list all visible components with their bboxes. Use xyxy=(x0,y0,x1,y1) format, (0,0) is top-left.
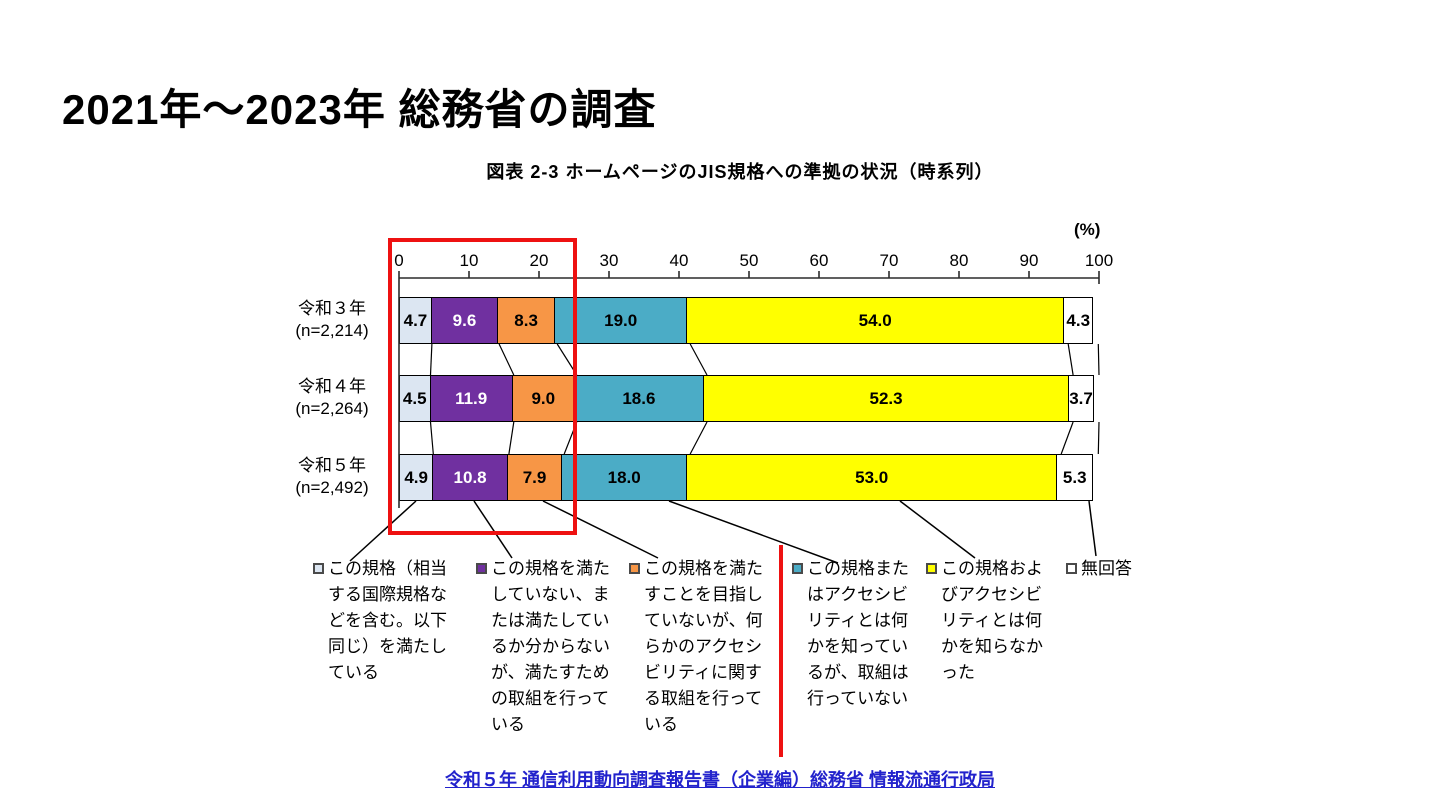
legend-item: この規格を満た すことを目指し ていないが、何 らかのアクセシ ビリティに関す … xyxy=(629,556,763,738)
bar-segment: 7.9 xyxy=(506,454,563,501)
bar-segment: 8.3 xyxy=(497,297,556,344)
x-tick-label: 70 xyxy=(879,251,899,270)
category-year: 令和３年 xyxy=(298,299,366,318)
bar-value-label: 18.0 xyxy=(607,467,641,487)
page-title: 2021年～2023年 総務省の調査 xyxy=(62,86,657,133)
x-tick-label: 40 xyxy=(669,251,689,270)
x-tick-label: 0 xyxy=(394,251,404,270)
category-label: 令和４年 (n=2,264) xyxy=(272,376,392,420)
bar-segment: 4.3 xyxy=(1063,297,1094,344)
category-sample-size: (n=2,492) xyxy=(295,478,369,497)
x-tick-label: 60 xyxy=(809,251,829,270)
legend-label: この規格およ びアクセシビ リティとは何 かを知らなか った xyxy=(941,559,1043,682)
bar-value-label: 4.9 xyxy=(404,467,428,487)
legend-marker xyxy=(476,563,487,574)
bar-value-label: 4.5 xyxy=(402,388,427,408)
legend-item: 無回答 xyxy=(1066,556,1132,582)
bar-value-label: 9.6 xyxy=(452,310,477,330)
legend-label: 無回答 xyxy=(1081,559,1132,578)
bar-value-label: 10.8 xyxy=(453,467,487,487)
category-sample-size: (n=2,214) xyxy=(295,321,369,340)
legend-marker xyxy=(926,563,937,574)
x-tick-label: 100 xyxy=(1084,251,1114,270)
bar-segment: 10.8 xyxy=(432,454,508,501)
bar-value-label: 9.0 xyxy=(531,388,556,408)
legend-marker xyxy=(792,563,803,574)
bar-value-label: 5.3 xyxy=(1062,467,1087,487)
legend-marker xyxy=(629,563,640,574)
bar-segment: 4.5 xyxy=(399,375,431,422)
x-tick-label: 10 xyxy=(459,251,479,270)
x-tick-label: 20 xyxy=(529,251,549,270)
category-sample-size: (n=2,264) xyxy=(295,399,369,418)
bar-value-label: 3.7 xyxy=(1069,388,1093,408)
legend-label: この規格を満た すことを目指し ていないが、何 らかのアクセシ ビリティに関す … xyxy=(644,559,763,734)
category-year: 令和４年 xyxy=(298,377,366,396)
bar-value-label: 11.9 xyxy=(455,388,488,408)
legend-red-divider-line xyxy=(779,545,783,757)
figure-title: 図表 2-3 ホームページのJIS規格への準拠の状況（時系列） xyxy=(486,162,994,182)
bar-segment: 3.7 xyxy=(1068,375,1094,422)
legend-item: この規格を満た していない、ま たは満たしてい るか分からない が、満たすため … xyxy=(476,556,610,738)
legend-item: この規格およ びアクセシビ リティとは何 かを知らなか った xyxy=(926,556,1043,686)
x-tick-label: 50 xyxy=(739,251,759,270)
bar-segment: 5.3 xyxy=(1056,454,1094,501)
bar-segment: 18.6 xyxy=(573,375,704,422)
bar-value-label: 52.3 xyxy=(869,388,903,408)
bar-value-label: 4.7 xyxy=(403,310,428,330)
legend-marker xyxy=(313,563,324,574)
bar-segment: 54.0 xyxy=(686,297,1065,344)
bar-segment: 53.0 xyxy=(686,454,1058,501)
bar-value-label: 7.9 xyxy=(522,467,547,487)
bar-value-label: 19.0 xyxy=(604,310,638,330)
bar-value-label: 18.6 xyxy=(622,388,656,408)
bar-segment: 18.0 xyxy=(561,454,688,501)
bar-row: 4.5 11.9 9.0 18.6 52.3 3.7 xyxy=(399,375,1094,422)
category-year: 令和５年 xyxy=(298,456,366,475)
x-tick-label: 80 xyxy=(949,251,969,270)
percent-unit-label: (%) xyxy=(1074,220,1101,239)
legend-item: この規格（相当 する国際規格な どを含む。以下 同じ）を満たし ている xyxy=(313,556,447,686)
x-tick-label: 30 xyxy=(599,251,619,270)
legend-label: この規格（相当 する国際規格な どを含む。以下 同じ）を満たし ている xyxy=(328,559,447,682)
category-label: 令和３年 (n=2,214) xyxy=(272,298,392,342)
bar-value-label: 53.0 xyxy=(855,467,889,487)
highlight-red-box xyxy=(388,238,577,535)
category-label: 令和５年 (n=2,492) xyxy=(272,455,392,499)
legend-item: この規格また はアクセシビ リティとは何 かを知ってい るが、取組は 行っていな… xyxy=(792,556,909,712)
legend-label: この規格また はアクセシビ リティとは何 かを知ってい るが、取組は 行っていな… xyxy=(807,559,909,708)
legend-label: この規格を満た していない、ま たは満たしてい るか分からない が、満たすため … xyxy=(491,559,610,734)
x-tick-label: 90 xyxy=(1019,251,1039,270)
source-link[interactable]: 令和５年 通信利用動向調査報告書（企業編）総務省 情報流通行政局 xyxy=(445,770,995,790)
bar-segment: 9.0 xyxy=(511,375,575,422)
bar-value-label: 4.3 xyxy=(1066,310,1091,330)
bar-value-label: 8.3 xyxy=(514,310,538,330)
bar-segment: 52.3 xyxy=(702,375,1070,422)
bar-value-label: 54.0 xyxy=(858,310,892,330)
bar-segment: 9.6 xyxy=(430,297,499,344)
legend-marker xyxy=(1066,563,1077,574)
